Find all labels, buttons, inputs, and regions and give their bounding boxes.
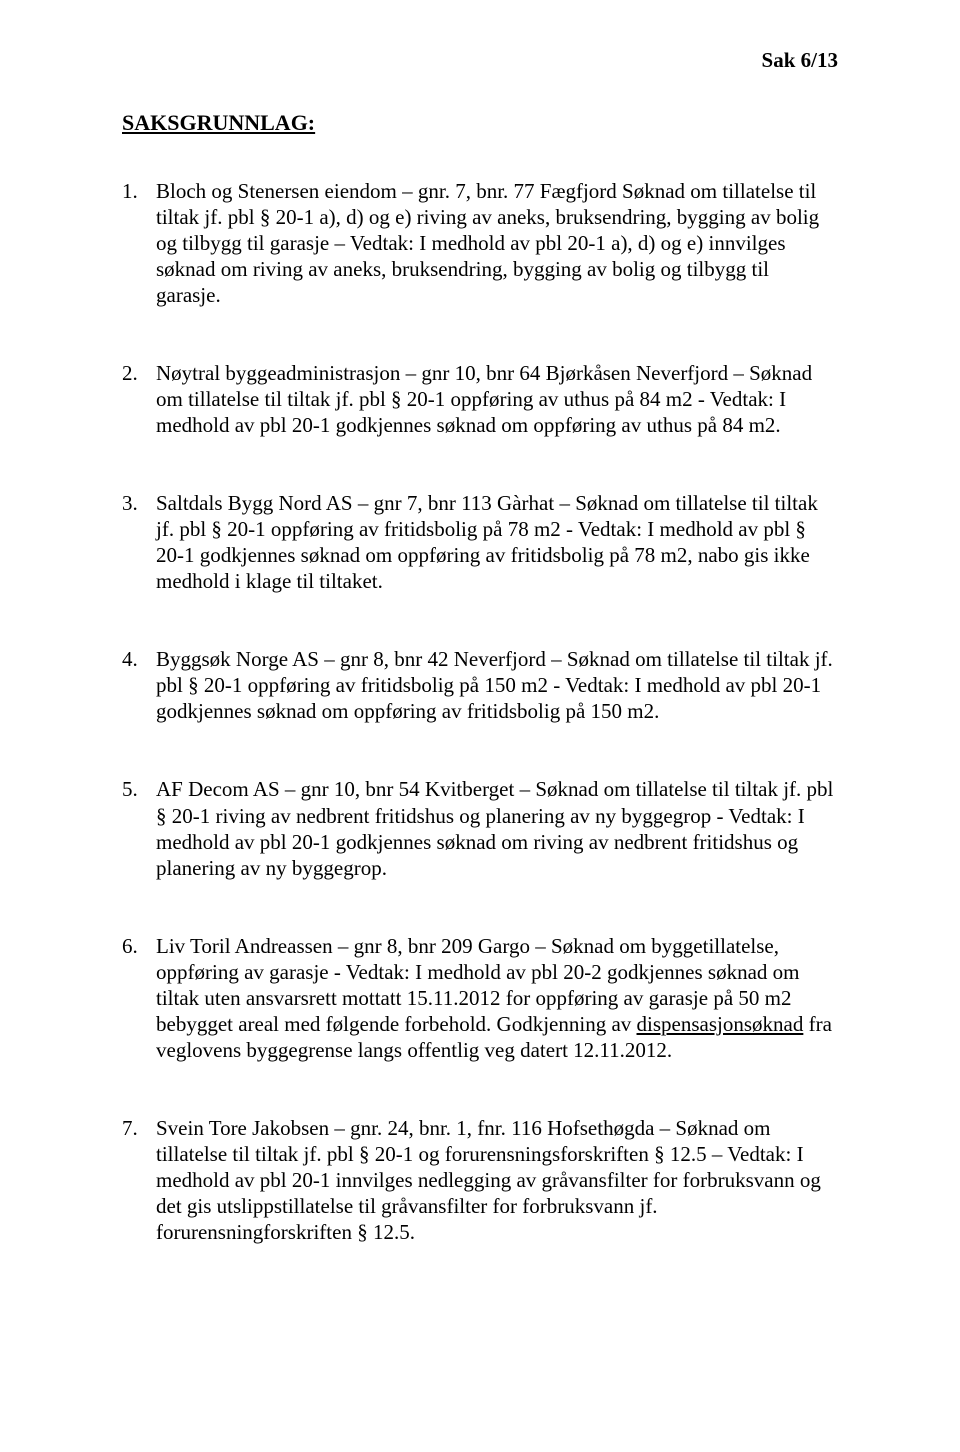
item-number: 2. bbox=[122, 360, 138, 386]
item-text: Nøytral byggeadministrasjon – gnr 10, bn… bbox=[156, 361, 812, 437]
item-number: 7. bbox=[122, 1115, 138, 1141]
list-item: 1. Bloch og Stenersen eiendom – gnr. 7, … bbox=[122, 178, 838, 308]
list-item: 6. Liv Toril Andreassen – gnr 8, bnr 209… bbox=[122, 933, 838, 1063]
item-text: Byggsøk Norge AS – gnr 8, bnr 42 Neverfj… bbox=[156, 647, 833, 723]
item-number: 6. bbox=[122, 933, 138, 959]
item-number: 4. bbox=[122, 646, 138, 672]
list-item: 5. AF Decom AS – gnr 10, bnr 54 Kvitberg… bbox=[122, 776, 838, 880]
item-text: Bloch og Stenersen eiendom – gnr. 7, bnr… bbox=[156, 179, 819, 307]
item-number: 1. bbox=[122, 178, 138, 204]
item-text: Svein Tore Jakobsen – gnr. 24, bnr. 1, f… bbox=[156, 1116, 821, 1244]
list-item: 3. Saltdals Bygg Nord AS – gnr 7, bnr 11… bbox=[122, 490, 838, 594]
item-number: 5. bbox=[122, 776, 138, 802]
list-item: 2. Nøytral byggeadministrasjon – gnr 10,… bbox=[122, 360, 838, 438]
section-heading: SAKSGRUNNLAG: bbox=[122, 110, 838, 136]
item-text: AF Decom AS – gnr 10, bnr 54 Kvitberget … bbox=[156, 777, 833, 879]
list-item: 4. Byggsøk Norge AS – gnr 8, bnr 42 Neve… bbox=[122, 646, 838, 724]
item-text-underline: dispensasjonsøknad bbox=[637, 1012, 804, 1036]
list-item: 7. Svein Tore Jakobsen – gnr. 24, bnr. 1… bbox=[122, 1115, 838, 1245]
case-reference: Sak 6/13 bbox=[762, 48, 838, 73]
item-text: Saltdals Bygg Nord AS – gnr 7, bnr 113 G… bbox=[156, 491, 818, 593]
item-number: 3. bbox=[122, 490, 138, 516]
case-list: 1. Bloch og Stenersen eiendom – gnr. 7, … bbox=[122, 178, 838, 1245]
